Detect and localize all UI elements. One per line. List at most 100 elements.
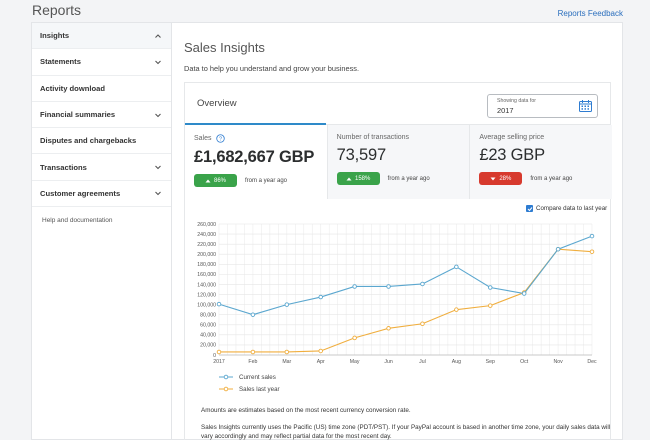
sidebar-item-customer-agreements[interactable]: Customer agreements	[32, 181, 171, 208]
metric-change-row: 158% from a year ago	[336, 172, 462, 185]
data-point	[589, 249, 595, 254]
main-subtitle: Data to help you understand and grow you…	[184, 64, 360, 73]
metric-value: £23 GBP	[479, 146, 545, 164]
sales-line-chart: 0 20,000 40,000 60,000 80,000 100,000 120,000 1…	[197, 222, 597, 393]
data-point	[352, 284, 357, 289]
x-tick-label: Dec	[587, 359, 597, 365]
data-point	[318, 294, 323, 300]
data-point	[352, 335, 357, 341]
sidebar-item-label: Customer agreements	[40, 188, 121, 198]
main-title: Sales Insights	[184, 40, 265, 55]
chevron-down-icon	[155, 60, 161, 65]
legend-label: Current sales	[239, 374, 276, 381]
data-point	[216, 349, 222, 355]
sidebar-item-label: Financial summaries	[40, 110, 116, 120]
x-tick-label: Mar	[282, 359, 291, 365]
metric-label: Average selling price	[479, 134, 545, 141]
compare-checkbox[interactable]: Compare data to last year	[526, 205, 607, 212]
arrow-up-icon	[346, 177, 352, 180]
arrow-down-icon	[490, 177, 496, 180]
metric-value: £1,682,667 GBP	[194, 148, 315, 166]
metric-sales[interactable]: Sales? £1,682,667 GBP 86% from a year ago	[185, 125, 328, 199]
info-icon[interactable]: ?	[215, 134, 225, 143]
data-point	[284, 349, 290, 355]
overview-tab-underline	[185, 123, 326, 125]
x-tick-label: Feb	[248, 359, 257, 365]
compare-label: Compare data to last year	[536, 205, 608, 212]
main-panel: Sales Insights Data to help you understa…	[172, 22, 623, 440]
x-tick-label: Sep	[486, 359, 495, 365]
x-tick-label: Oct	[520, 359, 529, 365]
x-tick-label: 2017	[213, 359, 225, 365]
data-point	[420, 321, 425, 327]
y-tick-label: 80,000	[200, 312, 216, 318]
change-value: 86%	[213, 177, 226, 184]
overview-divider	[326, 124, 610, 125]
data-point	[284, 302, 290, 307]
data-point	[454, 307, 459, 312]
sidebar-item-insights[interactable]: Insights	[32, 23, 171, 50]
metrics-row: Sales? £1,682,667 GBP 86% from a year ago Nu…	[185, 125, 613, 199]
overview-tab[interactable]: Overview	[197, 98, 237, 109]
data-point	[488, 303, 493, 308]
sidebar-item-label: Transactions	[40, 162, 87, 172]
calendar-icon	[579, 100, 592, 112]
x-tick-label: Jun	[384, 359, 392, 365]
sidebar-item-disputes-and-chargebacks[interactable]: Disputes and chargebacks	[32, 128, 171, 155]
metric-label-row: Sales?	[194, 134, 319, 143]
currency-note: Amounts are estimates based on the most …	[201, 407, 411, 414]
change-badge: 28%	[479, 172, 523, 185]
x-tick-label: May	[350, 359, 360, 365]
checkbox-checked-icon	[526, 205, 533, 212]
metric-label: Sales	[194, 135, 212, 142]
data-point	[216, 301, 222, 307]
change-value: 158%	[354, 175, 371, 182]
x-tick-label: Jul	[419, 359, 426, 365]
x-tick-label: Apr	[317, 359, 325, 365]
change-badge: 86%	[194, 174, 237, 187]
y-tick-label: 0	[213, 353, 216, 359]
sidebar-item-label: Insights	[40, 31, 70, 41]
change-badge: 158%	[336, 172, 380, 185]
date-selector[interactable]: Showing data for 2017	[487, 94, 598, 118]
y-tick-label: 140,000	[197, 282, 216, 288]
data-point	[589, 233, 595, 239]
help-documentation-link[interactable]: Help and documentation	[42, 217, 113, 225]
metric-change-row: 28% from a year ago	[479, 172, 604, 185]
data-point	[521, 291, 527, 296]
metric-change-row: 86% from a year ago	[194, 174, 319, 187]
legend-swatch-marker	[223, 386, 229, 392]
metric-value: 73,597	[336, 146, 386, 164]
sidebar-item-label: Disputes and chargebacks	[40, 136, 137, 146]
data-point	[420, 281, 425, 287]
x-tick-label: Aug	[452, 359, 461, 365]
data-point	[454, 264, 459, 270]
metric-label: Number of transactions	[336, 134, 410, 141]
legend-swatch-marker	[223, 374, 229, 380]
y-tick-label: 40,000	[200, 333, 216, 339]
overview-card: Overview Showing data for 2017 Sales? £1,…	[184, 82, 613, 440]
chevron-up-icon	[155, 33, 161, 38]
sidebar-item-financial-summaries[interactable]: Financial summaries	[32, 102, 171, 129]
change-period: from a year ago	[245, 177, 288, 184]
data-point	[250, 312, 256, 317]
sidebar-item-transactions[interactable]: Transactions	[32, 154, 171, 181]
sidebar-item-statements[interactable]: Statements	[32, 49, 171, 76]
y-tick-label: 20,000	[200, 343, 216, 349]
sidebar-item-activity-download[interactable]: Activity download	[32, 76, 171, 102]
metric-average-selling-price[interactable]: Average selling price £23 GBP 28% from a ye…	[470, 125, 613, 199]
data-point	[555, 246, 561, 252]
timezone-note: Sales Insights currently uses the Pacifi…	[201, 424, 611, 440]
y-tick-label: 220,000	[197, 242, 216, 248]
arrow-up-icon	[205, 179, 211, 182]
metric-label-row: Number of transactions	[337, 134, 462, 141]
change-period: from a year ago	[387, 175, 430, 182]
y-tick-label: 100,000	[197, 302, 216, 308]
data-point	[250, 349, 256, 355]
metric-label-row: Average selling price	[479, 134, 604, 141]
metric-number-of-transactions[interactable]: Number of transactions 73,597 158% from a y…	[327, 125, 471, 199]
sidebar-item-label: Activity download	[40, 83, 105, 93]
reports-feedback-link[interactable]: Reports Feedback	[557, 9, 623, 18]
y-tick-label: 260,000	[197, 222, 216, 228]
data-point	[488, 285, 493, 290]
